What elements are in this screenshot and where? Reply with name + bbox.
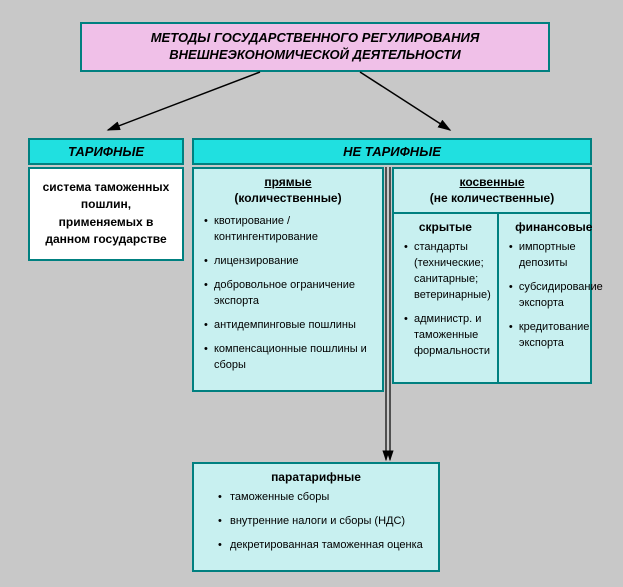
paratariff-title: паратарифные <box>194 464 438 486</box>
paratariff-box: паратарифные таможенные сборы внутренние … <box>192 462 440 572</box>
paratariff-item: декретированная таможенная оценка <box>218 538 428 554</box>
direct-title-main: прямые <box>264 175 311 189</box>
arrow-to-tariff <box>108 72 260 130</box>
direct-item: квотирование / контингентирование <box>204 214 376 246</box>
indirect-split: скрытые стандарты (технические; санитарн… <box>394 212 590 382</box>
direct-head: прямые (количественные) <box>194 169 382 212</box>
hidden-item: стандарты (технические; санитарные; вете… <box>404 240 491 304</box>
hidden-item: администр. и таможенные формальности <box>404 312 491 360</box>
arrow-to-nontariff <box>360 72 450 130</box>
direct-box: прямые (количественные) квотирование / к… <box>192 167 384 392</box>
indirect-head: косвенные (не количественные) <box>394 169 590 212</box>
root-title: МЕТОДЫ ГОСУДАРСТВЕННОГО РЕГУЛИРОВАНИЯ ВН… <box>151 30 480 62</box>
nontariff-header: НЕ ТАРИФНЫЕ <box>192 138 592 165</box>
financial-title: финансовые <box>499 214 609 238</box>
direct-item: лицензирование <box>204 254 376 270</box>
indirect-title-main: косвенные <box>459 175 524 189</box>
financial-item: кредитование экспорта <box>509 320 603 352</box>
direct-items: квотирование / контингентирование лицензи… <box>194 212 382 390</box>
financial-items: импортные депозиты субсидирование экспорт… <box>499 238 609 368</box>
direct-title-sub: (количественные) <box>234 191 341 205</box>
paratariff-item: внутренние налоги и сборы (НДС) <box>218 514 428 530</box>
tariff-header: ТАРИФНЫЕ <box>28 138 184 165</box>
hidden-col: скрытые стандарты (технические; санитарн… <box>394 214 497 382</box>
financial-item: субсидирование экспорта <box>509 280 603 312</box>
paratariff-items: таможенные сборы внутренние налоги и сбор… <box>194 486 438 566</box>
paratariff-item: таможенные сборы <box>218 490 428 506</box>
hidden-title: скрытые <box>394 214 497 238</box>
tariff-body-text: система таможенных пошлин, применяемых в… <box>43 180 170 246</box>
direct-item: добровольное ограничение экспорта <box>204 278 376 310</box>
indirect-box: косвенные (не количественные) скрытые ст… <box>392 167 592 384</box>
hidden-items: стандарты (технические; санитарные; вете… <box>394 238 497 376</box>
root-title-box: МЕТОДЫ ГОСУДАРСТВЕННОГО РЕГУЛИРОВАНИЯ ВН… <box>80 22 550 72</box>
indirect-title-sub: (не количественные) <box>430 191 554 205</box>
nontariff-header-label: НЕ ТАРИФНЫЕ <box>343 144 441 159</box>
tariff-header-label: ТАРИФНЫЕ <box>68 144 144 159</box>
direct-item: компенсационные пошлины и сборы <box>204 342 376 374</box>
tariff-body: система таможенных пошлин, применяемых в… <box>28 167 184 261</box>
financial-item: импортные депозиты <box>509 240 603 272</box>
financial-col: финансовые импортные депозиты субсидирова… <box>497 214 609 382</box>
direct-item: антидемпинговые пошлины <box>204 318 376 334</box>
